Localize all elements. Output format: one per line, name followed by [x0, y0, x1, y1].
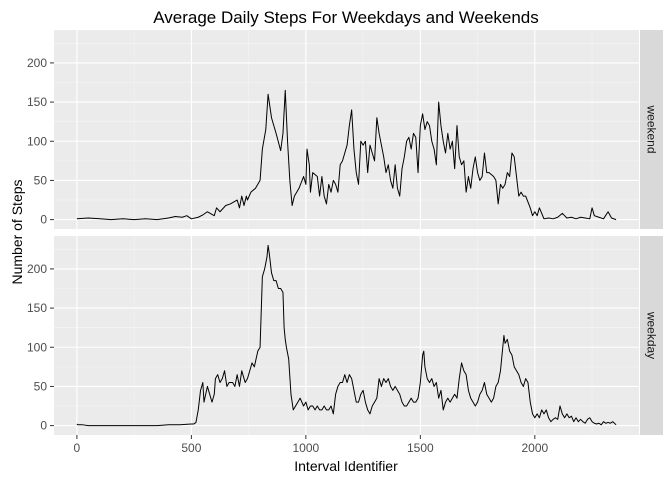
- y-tick-label: 0: [40, 419, 47, 433]
- facet-strip-label: weekend: [645, 104, 659, 153]
- panel-background: [54, 30, 639, 229]
- y-tick-label: 150: [27, 301, 47, 315]
- facet-strip: [640, 30, 663, 229]
- x-axis-title: Interval Identifier: [294, 458, 398, 474]
- series-line-weekday: [76, 244, 617, 427]
- series-line-weekend: [76, 89, 617, 221]
- x-tick-label: 2000: [521, 441, 548, 455]
- y-tick-label: 100: [27, 340, 47, 354]
- y-tick-label: 100: [27, 134, 47, 148]
- y-axis-title: Number of Steps: [9, 179, 25, 284]
- facet-panel-weekend: 0 50 100 150 200 weekend: [27, 30, 663, 229]
- x-tick-label: 500: [181, 441, 201, 455]
- facet-strip-label: weekday: [645, 311, 659, 359]
- x-tick-label: 1000: [293, 441, 320, 455]
- y-tick-label: 150: [27, 95, 47, 109]
- y-tick-label: 50: [34, 173, 48, 187]
- facet-panels: 0 50 100 150 200 weekend 0 50 100 150 200 weekday 0 5…: [27, 30, 663, 455]
- x-tick-label: 1500: [407, 441, 434, 455]
- panel-background: [54, 236, 639, 435]
- y-tick-label: 200: [27, 56, 47, 70]
- x-tick-label: 0: [74, 441, 81, 455]
- y-tick-label: 0: [40, 213, 47, 227]
- chart-title: Average Daily Steps For Weekdays and Wee…: [153, 8, 539, 27]
- facet-panel-weekday: 0 50 100 150 200 weekday: [27, 236, 663, 435]
- facet-strip: [640, 236, 663, 435]
- y-tick-label: 50: [34, 379, 48, 393]
- y-tick-label: 200: [27, 262, 47, 276]
